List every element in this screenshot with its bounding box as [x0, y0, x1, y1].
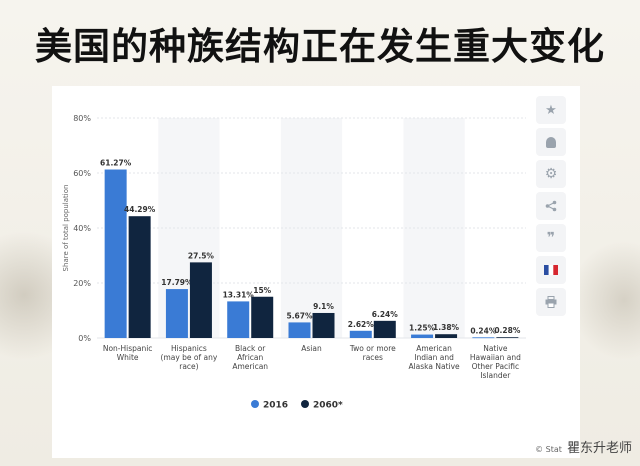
slide-title: 美国的种族结构正在发生重大变化	[35, 25, 605, 68]
bar	[104, 169, 127, 338]
data-label: 44.29%	[124, 205, 156, 214]
x-tick-label: African	[237, 353, 263, 362]
x-tick-label: White	[117, 353, 139, 362]
bar	[349, 330, 372, 338]
bell-icon	[546, 136, 556, 148]
data-label: 9.1%	[313, 302, 334, 311]
y-tick-label: 20%	[73, 279, 91, 288]
star-button[interactable]: ★	[536, 96, 566, 124]
flag-icon	[544, 265, 558, 275]
cite-button[interactable]: ❞	[536, 224, 566, 252]
quote-icon: ❞	[546, 230, 556, 246]
share-icon	[545, 200, 557, 212]
language-button[interactable]	[536, 256, 566, 284]
bar	[227, 301, 250, 338]
x-tick-label: races	[363, 353, 383, 362]
legend-marker	[301, 400, 309, 408]
data-label: 6.24%	[372, 310, 399, 319]
legend-label: 2016	[263, 401, 288, 411]
y-tick-label: 0%	[78, 334, 91, 343]
x-tick-label: American	[416, 344, 452, 353]
x-tick-label: Black or	[235, 344, 266, 353]
bar	[312, 312, 335, 338]
x-tick-label: Indian and	[414, 353, 454, 362]
data-label: 1.25%	[409, 324, 436, 333]
data-label: 2.62%	[348, 320, 375, 329]
x-tick-label: Non-Hispanic	[103, 344, 153, 353]
bar	[472, 337, 495, 339]
y-tick-label: 60%	[73, 169, 91, 178]
bar	[251, 296, 274, 338]
data-label: 0.24%	[470, 326, 497, 335]
data-label: 1.38%	[433, 323, 460, 332]
y-tick-label: 40%	[73, 224, 91, 233]
x-tick-label: Hispanics	[171, 344, 207, 353]
data-label: 61.27%	[100, 159, 132, 168]
x-tick-label: American	[232, 362, 268, 371]
author-watermark: 瞿东升老师	[566, 441, 632, 456]
print-icon	[545, 296, 557, 308]
gear-icon: ⚙	[544, 166, 558, 182]
bar	[435, 334, 458, 338]
source-credit: © Stat	[535, 445, 562, 454]
bar	[288, 322, 311, 338]
x-tick-label: Asian	[301, 344, 322, 353]
legend-label: 2060*	[313, 401, 343, 411]
x-tick-label: (may be of any	[161, 353, 218, 362]
data-label: 5.67%	[286, 311, 313, 320]
bar	[128, 216, 151, 338]
x-tick-label: Hawaiian and	[470, 353, 521, 362]
tool-sidebar: ★ ⚙ ❞	[528, 86, 580, 458]
data-label: 13.31%	[223, 290, 255, 299]
x-tick-label: Other Pacific	[472, 362, 520, 371]
ink-decoration-right	[570, 240, 640, 360]
data-label: 15%	[253, 286, 271, 295]
bar	[373, 320, 396, 338]
legend-marker	[251, 400, 259, 408]
data-label: 0.28%	[494, 326, 521, 335]
chart-card: 0% 20% 40% 60% 80% Share of total population 6…	[52, 86, 580, 458]
x-tick-label: Alaska Native	[408, 362, 460, 371]
x-tick-label: Two or more	[349, 344, 396, 353]
share-button[interactable]	[536, 192, 566, 220]
star-icon: ★	[545, 102, 557, 118]
print-button[interactable]	[536, 288, 566, 316]
bar	[411, 334, 434, 338]
data-label: 27.5%	[188, 251, 215, 260]
notification-button[interactable]	[536, 128, 566, 156]
bar	[496, 337, 519, 339]
bar	[165, 289, 188, 338]
column-shade	[280, 118, 343, 338]
data-label: 17.79%	[161, 278, 193, 287]
bar-chart: 0% 20% 40% 60% 80% Share of total population 6…	[62, 114, 526, 411]
y-axis-label: Share of total population	[62, 185, 70, 272]
x-tick-label: race)	[179, 362, 198, 371]
bar	[189, 262, 212, 338]
watermark: © Stat 瞿东升老师	[535, 437, 632, 456]
x-tick-label: Native	[483, 344, 508, 353]
x-tick-label: Islander	[480, 371, 511, 380]
settings-button[interactable]: ⚙	[536, 160, 566, 188]
y-tick-label: 80%	[73, 114, 91, 123]
